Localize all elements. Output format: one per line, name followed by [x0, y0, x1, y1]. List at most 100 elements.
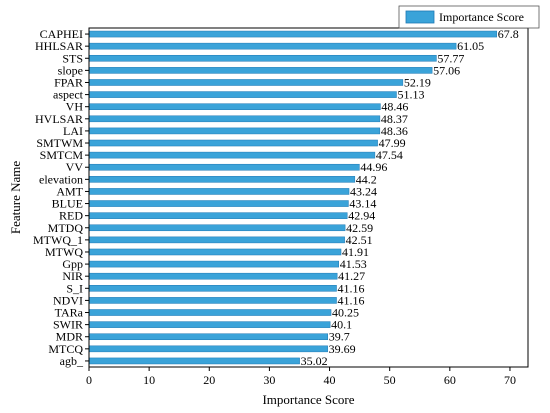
legend: Importance Score [398, 5, 540, 29]
bar-agb- [88, 357, 300, 365]
value-label-s-i: 41.16 [338, 281, 365, 295]
value-label-mdr: 39.7 [329, 330, 350, 344]
bar-mtwq [88, 248, 342, 256]
x-tick-label-30: 30 [263, 373, 275, 387]
value-label-smtwm: 47.99 [379, 136, 406, 150]
bar-tara [88, 309, 332, 316]
x-tick-label-50: 50 [384, 373, 396, 387]
value-label-caphei: 67.8 [498, 27, 519, 41]
value-label-sts: 57.77 [437, 51, 464, 65]
bar-sts [88, 54, 437, 62]
category-label-amt: AMT [56, 184, 83, 198]
category-label-gpp: Gpp [62, 257, 83, 271]
y-axis-title: Feature Name [8, 161, 23, 235]
category-label-mtwq-1: MTWQ_1 [33, 233, 83, 247]
value-label-red: 42.94 [348, 209, 375, 223]
plot-frame [88, 27, 529, 368]
value-label-hvlsar: 48.37 [381, 112, 408, 126]
value-label-slope: 57.06 [433, 63, 460, 77]
value-label-mtdq: 42.59 [346, 221, 373, 235]
x-tick-label-0: 0 [86, 373, 92, 387]
category-label-blue: BLUE [52, 197, 83, 211]
category-label-fpar: FPAR [54, 75, 83, 89]
category-label-aspect: aspect [53, 88, 84, 102]
category-label-agb-: agb_ [60, 354, 84, 368]
category-label-mtcq: MTCQ [48, 342, 83, 356]
x-axis: 0 10 20 30 40 50 60 70 [86, 367, 516, 387]
value-label-vv: 44.96 [360, 160, 387, 174]
legend-swatch [405, 10, 435, 24]
bars-layer [88, 30, 497, 365]
bar-slope [88, 67, 433, 74]
value-label-swir: 40.1 [331, 318, 352, 332]
bar-smtcm [88, 151, 376, 159]
x-tick-label-20: 20 [203, 373, 215, 387]
value-label-agb-: 35.02 [301, 354, 328, 368]
bar-mdr [88, 333, 328, 341]
bar-ndvi [88, 297, 337, 304]
value-label-lai: 48.36 [381, 124, 408, 138]
bar-nir [88, 272, 338, 280]
value-labels: 67.861.0557.7757.0652.1951.1348.4648.374… [301, 27, 519, 368]
legend-entry-importance-score: Importance Score [439, 10, 524, 24]
category-label-caphei: CAPHEI [40, 27, 83, 41]
value-label-mtcq: 39.69 [329, 342, 356, 356]
category-label-red: RED [59, 209, 83, 223]
category-label-hvlsar: HVLSAR [35, 112, 83, 126]
value-label-hhlsar: 61.05 [457, 39, 484, 53]
x-tick-label-60: 60 [444, 373, 456, 387]
bar-hvlsar [88, 115, 381, 123]
value-label-blue: 43.14 [349, 197, 376, 211]
value-label-mtwq-1: 42.51 [346, 233, 373, 247]
bar-aspect [88, 91, 397, 98]
bar-mtdq [88, 224, 346, 232]
category-label-sts: STS [62, 51, 83, 65]
x-axis-title: Importance Score [262, 392, 354, 407]
category-label-tara: TARa [55, 306, 84, 320]
bar-amt [88, 188, 350, 195]
bar-caphei [88, 30, 497, 38]
x-tick-label-10: 10 [143, 373, 155, 387]
category-label-vv: VV [66, 160, 84, 174]
category-label-lai: LAI [63, 124, 83, 138]
value-label-mtwq: 41.91 [342, 245, 369, 259]
value-label-aspect: 51.13 [397, 88, 424, 102]
bar-elevation [88, 176, 356, 183]
value-label-gpp: 41.53 [340, 257, 367, 271]
value-label-ndvi: 41.16 [338, 293, 365, 307]
bar-vh [88, 103, 381, 110]
bar-hhlsar [88, 42, 457, 50]
bar-mtcq [88, 345, 328, 353]
category-labels: CAPHEIHHLSARSTSslopeFPARaspectVHHVLSARLA… [33, 27, 89, 368]
category-label-smtwm: SMTWM [36, 136, 83, 150]
bar-swir [88, 321, 331, 328]
bar-gpp [88, 260, 339, 268]
category-label-vh: VH [66, 100, 84, 114]
bar-smtwm [88, 139, 378, 147]
bar-lai [88, 127, 381, 135]
value-label-tara: 40.25 [332, 306, 359, 320]
category-label-mtwq: MTWQ [45, 245, 83, 259]
bar-blue [88, 200, 349, 207]
category-label-ndvi: NDVI [53, 293, 83, 307]
value-label-elevation: 44.2 [356, 172, 377, 186]
category-label-swir: SWIR [53, 318, 83, 332]
bar-s-i [88, 285, 337, 292]
category-label-smtcm: SMTCM [40, 148, 84, 162]
x-tick-label-40: 40 [324, 373, 336, 387]
value-label-smtcm: 47.54 [376, 148, 403, 162]
x-tick-label-70: 70 [504, 373, 516, 387]
category-label-hhlsar: HHLSAR [35, 39, 83, 53]
bar-fpar [88, 79, 404, 86]
value-label-amt: 43.24 [350, 184, 377, 198]
category-label-nir: NIR [62, 269, 83, 283]
value-label-fpar: 52.19 [404, 75, 431, 89]
bar-vv [88, 163, 360, 171]
category-label-mtdq: MTDQ [48, 221, 84, 235]
category-label-mdr: MDR [56, 330, 83, 344]
value-label-nir: 41.27 [338, 269, 365, 283]
category-label-slope: slope [58, 63, 83, 77]
bar-mtwq-1 [88, 236, 345, 244]
category-label-elevation: elevation [39, 172, 83, 186]
